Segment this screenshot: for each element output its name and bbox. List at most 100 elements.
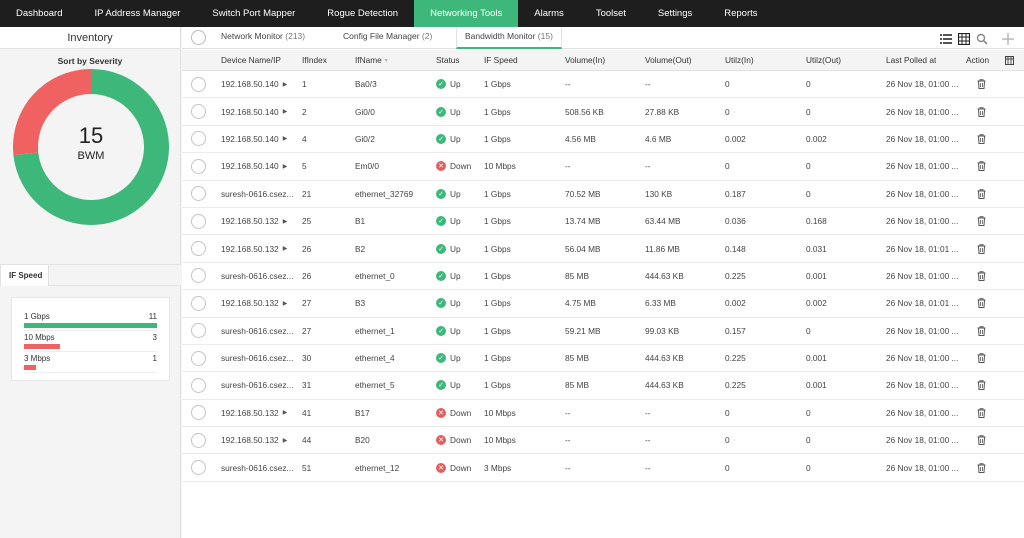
row-select-radio[interactable]	[191, 208, 206, 234]
if-speed-row[interactable]: 3 Mbps 1	[24, 352, 157, 373]
delete-icon[interactable]	[977, 263, 986, 289]
if-speed-row[interactable]: 1 Gbps 11	[24, 310, 157, 331]
table-row[interactable]: suresh-0616.csez... 51 ethernet_12 ✕ Down 3 M…	[182, 454, 1024, 482]
expand-arrow-icon[interactable]: ▶	[282, 246, 288, 253]
device-cell[interactable]: suresh-0616.csez...	[221, 345, 293, 371]
device-cell[interactable]: 192.168.50.132 ▶	[221, 400, 287, 426]
row-select-radio[interactable]	[191, 290, 206, 316]
table-row[interactable]: suresh-0616.csez... 30 ethernet_4 ✓ Up 1 Gbps…	[182, 344, 1024, 373]
nav-item-dashboard[interactable]: Dashboard	[16, 8, 63, 19]
row-select-radio[interactable]	[191, 454, 206, 480]
nav-item-settings[interactable]: Settings	[657, 8, 693, 19]
delete-icon[interactable]	[977, 454, 986, 480]
column-chooser-icon[interactable]	[1005, 50, 1014, 70]
col-ifspeed[interactable]: IF Speed	[484, 55, 518, 65]
col-status[interactable]: Status	[436, 55, 460, 65]
col-ifindex[interactable]: IfIndex	[302, 55, 327, 65]
col-utilz-in[interactable]: Utilz(In)	[725, 55, 754, 65]
table-row[interactable]: suresh-0616.csez... 31 ethernet_5 ✓ Up 1 Gbps…	[182, 372, 1024, 400]
row-select-radio[interactable]	[191, 126, 206, 152]
device-cell[interactable]: suresh-0616.csez...	[221, 372, 293, 398]
search-icon[interactable]	[976, 32, 988, 45]
delete-icon[interactable]	[977, 208, 986, 234]
tab-network-monitor[interactable]: Network Monitor (213)	[221, 27, 305, 49]
col-device[interactable]: Device Name/IP	[221, 55, 281, 65]
row-select-radio[interactable]	[191, 400, 206, 426]
row-select-radio[interactable]	[191, 372, 206, 398]
device-cell[interactable]: 192.168.50.140 ▶	[221, 126, 287, 152]
expand-arrow-icon[interactable]: ▶	[282, 109, 288, 116]
nav-item-reports[interactable]: Reports	[724, 8, 758, 19]
row-select-radio[interactable]	[191, 181, 206, 207]
list-view-icon[interactable]	[940, 32, 952, 44]
col-volume-out[interactable]: Volume(Out)	[645, 55, 692, 65]
delete-icon[interactable]	[977, 290, 986, 316]
nav-item-switch-port-mapper[interactable]: Switch Port Mapper	[212, 8, 296, 19]
device-cell[interactable]: 192.168.50.140 ▶	[221, 98, 287, 124]
tab-config-file-manager[interactable]: Config File Manager (2)	[343, 27, 432, 49]
grid-view-icon[interactable]	[957, 32, 971, 46]
device-cell[interactable]: suresh-0616.csez...	[221, 318, 293, 344]
nav-item-ip-address-manager[interactable]: IP Address Manager	[94, 8, 181, 19]
nav-item-networking-tools[interactable]: Networking Tools	[414, 0, 519, 27]
device-cell[interactable]: 192.168.50.132 ▶	[221, 290, 287, 316]
expand-arrow-icon[interactable]: ▶	[282, 218, 288, 225]
row-select-radio[interactable]	[191, 427, 206, 453]
expand-arrow-icon[interactable]: ▶	[282, 300, 288, 307]
delete-icon[interactable]	[977, 372, 986, 398]
nav-item-alarms[interactable]: Alarms	[534, 8, 564, 19]
col-last-polled[interactable]: Last Polled at	[886, 55, 937, 65]
table-row[interactable]: 192.168.50.140 ▶ 4 Gi0/2 ✓ Up 1 Gbps 4.56 MB 4.6…	[182, 125, 1024, 154]
add-icon[interactable]	[1002, 32, 1014, 45]
col-ifname[interactable]: IfName ▾	[355, 50, 388, 70]
delete-icon[interactable]	[977, 126, 986, 152]
delete-icon[interactable]	[977, 318, 986, 344]
delete-icon[interactable]	[977, 427, 986, 453]
table-row[interactable]: 192.168.50.140 ▶ 5 Em0/0 ✕ Down 10 Mbps -- -- 0 0 2…	[182, 153, 1024, 181]
device-cell[interactable]: 192.168.50.132 ▶	[221, 427, 287, 453]
delete-icon[interactable]	[977, 235, 986, 261]
row-select-radio[interactable]	[191, 98, 206, 124]
device-cell[interactable]: 192.168.50.140 ▶	[221, 71, 287, 97]
expand-arrow-icon[interactable]: ▶	[282, 136, 288, 143]
table-row[interactable]: 192.168.50.132 ▶ 44 B20 ✕ Down 10 Mbps -- -- 0 0 26…	[182, 427, 1024, 455]
delete-icon[interactable]	[977, 345, 986, 371]
row-select-radio[interactable]	[191, 263, 206, 289]
table-row[interactable]: suresh-0616.csez... 27 ethernet_1 ✓ Up 1 Gbps…	[182, 317, 1024, 345]
nav-item-rogue-detection[interactable]: Rogue Detection	[327, 8, 399, 19]
row-select-radio[interactable]	[191, 153, 206, 179]
table-row[interactable]: 192.168.50.132 ▶ 27 B3 ✓ Up 1 Gbps 4.75 MB 6.33 …	[182, 290, 1024, 318]
device-cell[interactable]: 192.168.50.132 ▶	[221, 208, 287, 234]
col-volume-in[interactable]: Volume(In)	[565, 55, 606, 65]
delete-icon[interactable]	[977, 98, 986, 124]
delete-icon[interactable]	[977, 71, 986, 97]
device-cell[interactable]: suresh-0616.csez...	[221, 181, 293, 207]
col-utilz-out[interactable]: Utilz(Out)	[806, 55, 842, 65]
row-select-radio[interactable]	[191, 235, 206, 261]
device-cell[interactable]: 192.168.50.140 ▶	[221, 153, 287, 179]
expand-arrow-icon[interactable]: ▶	[282, 81, 288, 88]
nav-item-toolset[interactable]: Toolset	[595, 8, 626, 19]
severity-donut-chart[interactable]: 15 BWM	[12, 69, 169, 225]
delete-icon[interactable]	[977, 153, 986, 179]
delete-icon[interactable]	[977, 181, 986, 207]
table-row[interactable]: 192.168.50.140 ▶ 1 Ba0/3 ✓ Up 1 Gbps -- -- 0 0 26 N…	[182, 71, 1024, 99]
donut-segment-up[interactable]	[13, 69, 169, 225]
row-select-radio[interactable]	[191, 318, 206, 344]
expand-arrow-icon[interactable]: ▶	[282, 437, 288, 444]
row-select-radio[interactable]	[191, 71, 206, 97]
device-cell[interactable]: suresh-0616.csez...	[221, 454, 293, 480]
donut-segment-down[interactable]	[12, 69, 91, 156]
table-row[interactable]: 192.168.50.132 ▶ 26 B2 ✓ Up 1 Gbps 56.04 MB 11.8…	[182, 235, 1024, 263]
table-row[interactable]: 192.168.50.132 ▶ 25 B1 ✓ Up 1 Gbps 13.74 MB 63.4…	[182, 207, 1024, 236]
expand-arrow-icon[interactable]: ▶	[282, 163, 288, 170]
table-row[interactable]: suresh-0616.csez... 21 ethernet_32769 ✓ Up 1 …	[182, 180, 1024, 208]
device-cell[interactable]: suresh-0616.csez...	[221, 263, 293, 289]
expand-arrow-icon[interactable]: ▶	[282, 410, 288, 417]
row-select-radio[interactable]	[191, 345, 206, 371]
device-cell[interactable]: 192.168.50.132 ▶	[221, 235, 287, 261]
delete-icon[interactable]	[977, 400, 986, 426]
if-speed-row[interactable]: 10 Mbps 3	[24, 331, 157, 352]
table-row[interactable]: 192.168.50.132 ▶ 41 B17 ✕ Down 10 Mbps -- -- 0 0 26…	[182, 399, 1024, 428]
tab-bandwidth-monitor[interactable]: Bandwidth Monitor (15)	[456, 27, 562, 49]
